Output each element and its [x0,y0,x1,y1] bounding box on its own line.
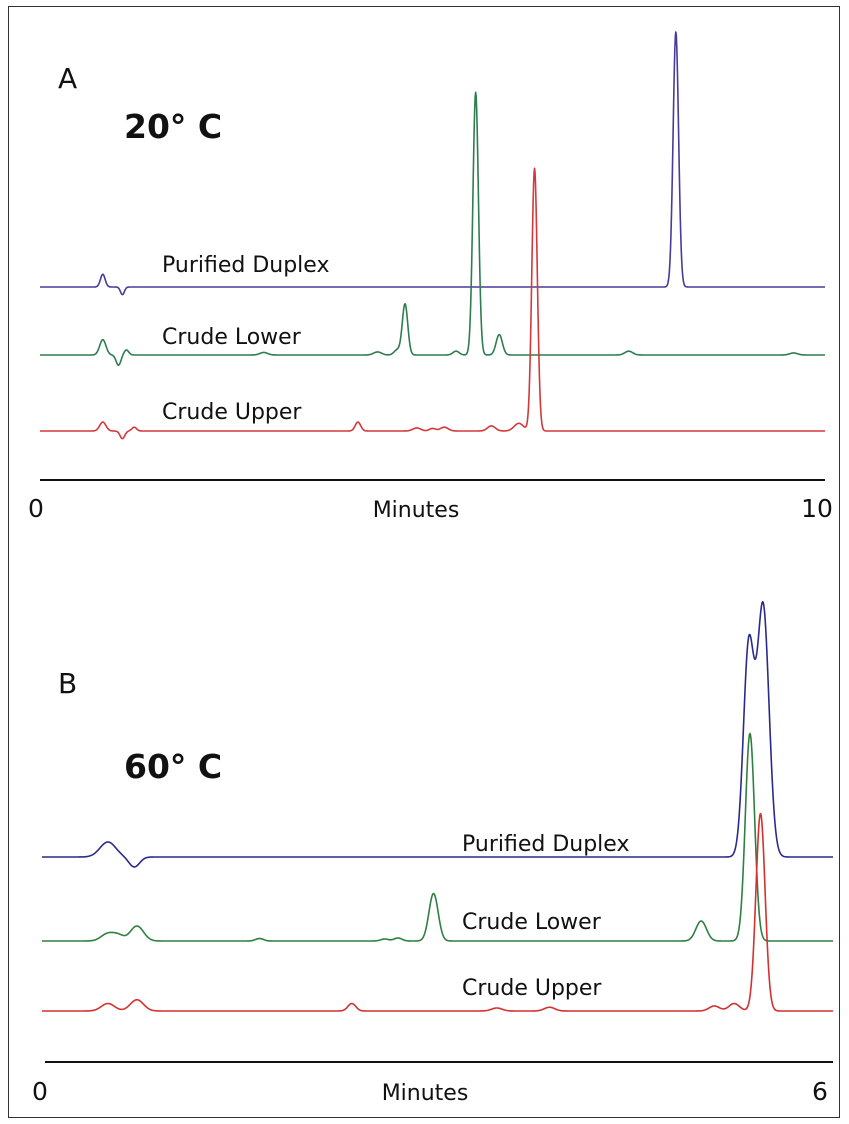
trace-crude-lower-b [41,732,834,942]
x-axis-label-a: Minutes [373,498,460,523]
trace-crude-upper-b [41,812,834,1012]
panel-letter-b: B [58,667,77,700]
trace-crude-upper-a [39,167,826,440]
panel-b: B 60° C Purified Duplex Crude Lower Crud… [32,600,834,1106]
series-label-purified-duplex-a: Purified Duplex [162,253,329,278]
traces-a [39,31,826,440]
series-label-crude-lower-b: Crude Lower [462,910,602,935]
series-label-crude-upper-b: Crude Upper [462,976,602,1001]
trace-purified-duplex-b [41,600,834,868]
x-tick-label-end-a: 10 [801,494,833,523]
temperature-label-b: 60° C [124,747,222,786]
x-tick-label-end-b: 6 [812,1077,828,1106]
trace-crude-lower-a [39,91,826,366]
x-tick-label-start-a: 0 [28,494,44,523]
traces-b [41,600,834,1012]
trace-purified-duplex-a [39,31,826,296]
panel-letter-a: A [58,62,77,95]
x-tick-label-start-b: 0 [32,1077,48,1106]
panel-a: A 20° C Purified Duplex Crude Lower Crud… [28,31,833,523]
figure-frame [8,6,840,1118]
series-label-crude-upper-a: Crude Upper [162,400,302,425]
x-axis-label-b: Minutes [382,1081,469,1106]
temperature-label-a: 20° C [124,107,222,146]
series-label-purified-duplex-b: Purified Duplex [462,832,629,857]
series-label-crude-lower-a: Crude Lower [162,325,302,350]
